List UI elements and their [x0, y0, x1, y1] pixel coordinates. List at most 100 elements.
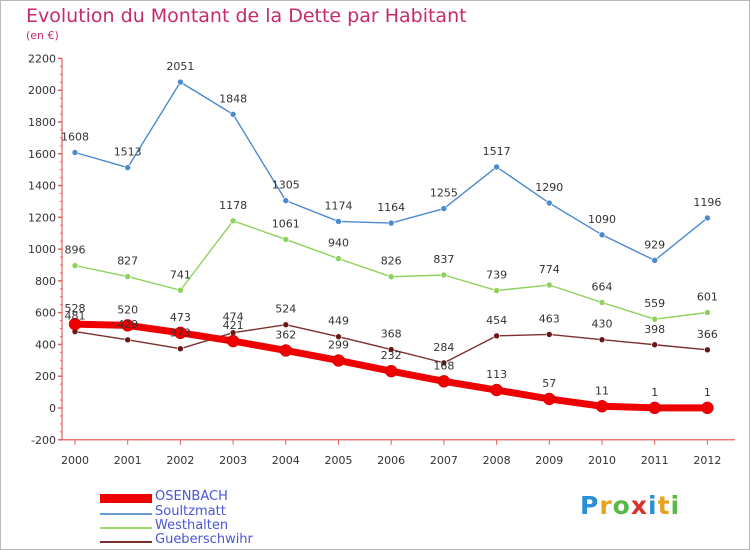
data-label: 421 [223, 319, 244, 332]
data-point [229, 217, 237, 225]
data-point [651, 257, 659, 264]
chart-title: Evolution du Montant de la Dette par Hab… [26, 5, 467, 27]
data-point [440, 359, 448, 367]
data-point [71, 262, 79, 269]
data-point [493, 332, 500, 340]
data-label: 1 [651, 386, 658, 399]
data-label: 473 [170, 311, 191, 324]
data-point [704, 346, 711, 354]
data-point [545, 331, 553, 338]
data-label: 2051 [166, 60, 194, 73]
y-tick-label: 0 [49, 402, 56, 415]
data-point [121, 319, 134, 332]
data-label: 474 [223, 311, 244, 324]
data-label: 1848 [219, 92, 247, 105]
data-label: 11 [595, 384, 609, 397]
data-point [124, 336, 131, 344]
y-tick-label: 1200 [28, 211, 56, 224]
legend-label: Soultzmatt [155, 504, 226, 519]
data-point [598, 299, 606, 306]
data-label: 1290 [535, 181, 563, 194]
data-label: 1164 [377, 201, 405, 214]
data-label: 299 [328, 338, 349, 351]
data-label: 430 [592, 318, 613, 331]
x-tick-label: 2000 [61, 454, 89, 467]
chart-subtitle: (en €) [26, 29, 59, 42]
data-point [387, 273, 395, 281]
data-label: 463 [539, 312, 560, 325]
data-label: 1608 [61, 130, 89, 143]
data-label: 1174 [325, 199, 353, 212]
data-label: 1061 [272, 217, 300, 230]
y-tick-label: -200 [31, 434, 56, 447]
logo-letter: P [580, 491, 600, 520]
data-label: 362 [275, 328, 296, 341]
data-label: 168 [433, 359, 454, 372]
data-point [701, 401, 714, 415]
data-point [335, 255, 342, 262]
legend-swatch [100, 527, 152, 529]
data-point [704, 309, 711, 316]
data-label: 741 [170, 268, 191, 281]
data-label: 524 [275, 303, 296, 316]
data-point [335, 218, 342, 225]
data-label: 373 [170, 327, 191, 340]
data-point [440, 271, 448, 279]
legend-label: Gueberschwihr [155, 532, 253, 547]
data-point [490, 383, 503, 397]
data-point [648, 401, 661, 415]
data-point [335, 333, 342, 340]
axes: -200 0 200 400 600 800 1000 1200 1400 1600 1800 200… [28, 52, 735, 467]
logo-letter: i [670, 491, 681, 520]
data-label: 1090 [588, 213, 616, 226]
data-point [651, 341, 659, 349]
data-label: 827 [117, 255, 138, 268]
x-tick-label: 2003 [219, 454, 247, 467]
data-label: 1 [704, 386, 711, 399]
data-label: 739 [486, 269, 507, 282]
data-point [332, 354, 345, 367]
logo-letter: r [599, 491, 613, 520]
data-label: 481 [65, 310, 86, 323]
x-tick-label: 2006 [377, 454, 405, 467]
data-label: 1196 [693, 196, 721, 209]
data-point [595, 400, 609, 413]
data-point [282, 321, 290, 329]
legend-swatch [100, 513, 152, 515]
data-label: 1513 [114, 146, 142, 159]
x-tick-label: 2002 [166, 454, 194, 467]
data-point [226, 334, 240, 348]
data-labels-layer: 1608 1513 2051 1848 1305 1174 1164 1255 1517 1290… [61, 60, 721, 399]
y-tick-label: 1000 [28, 243, 56, 256]
data-label: 520 [117, 303, 138, 316]
data-point [68, 317, 82, 331]
data-label: 368 [381, 328, 402, 341]
data-point [71, 149, 79, 156]
data-label: 454 [486, 314, 507, 327]
data-label: 1517 [483, 145, 511, 158]
x-tick-label: 2010 [588, 454, 616, 467]
data-point [545, 281, 553, 289]
data-point [177, 345, 184, 353]
x-tick-label: 2012 [693, 454, 721, 467]
legend-label: Westhalten [155, 518, 229, 533]
data-point [124, 273, 131, 280]
y-tick-label: 600 [35, 307, 56, 320]
data-point [387, 346, 395, 353]
legend-label: OSENBACH [155, 489, 228, 504]
data-point [598, 231, 606, 239]
data-point [493, 163, 500, 171]
legend-swatch [100, 494, 152, 503]
data-label: 429 [117, 318, 138, 331]
data-point [229, 111, 237, 118]
data-point [124, 164, 131, 171]
data-label: 398 [644, 323, 665, 336]
data-point [279, 344, 293, 357]
data-label: 601 [697, 291, 718, 304]
data-label: 528 [65, 302, 86, 315]
logo-letter: i [648, 491, 658, 520]
data-label: 940 [328, 237, 349, 250]
x-tick-label: 2011 [641, 454, 669, 467]
data-label: 826 [381, 255, 402, 268]
data-label: 664 [592, 280, 613, 293]
